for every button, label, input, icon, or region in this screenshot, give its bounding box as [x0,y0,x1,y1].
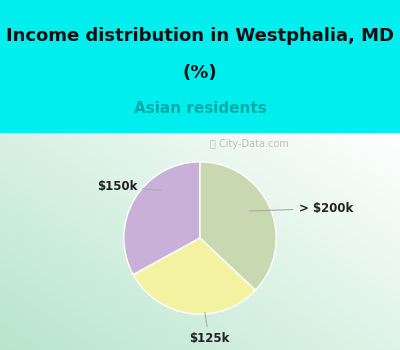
Text: ⓘ City-Data.com: ⓘ City-Data.com [210,139,289,149]
Wedge shape [124,162,200,275]
Text: $125k: $125k [189,313,229,345]
Text: Income distribution in Westphalia, MD: Income distribution in Westphalia, MD [6,27,394,44]
Wedge shape [133,238,256,314]
Text: Asian residents: Asian residents [134,101,266,116]
Text: $150k: $150k [97,181,161,194]
Wedge shape [200,162,276,290]
Text: (%): (%) [183,64,217,82]
Text: > $200k: > $200k [249,202,353,215]
